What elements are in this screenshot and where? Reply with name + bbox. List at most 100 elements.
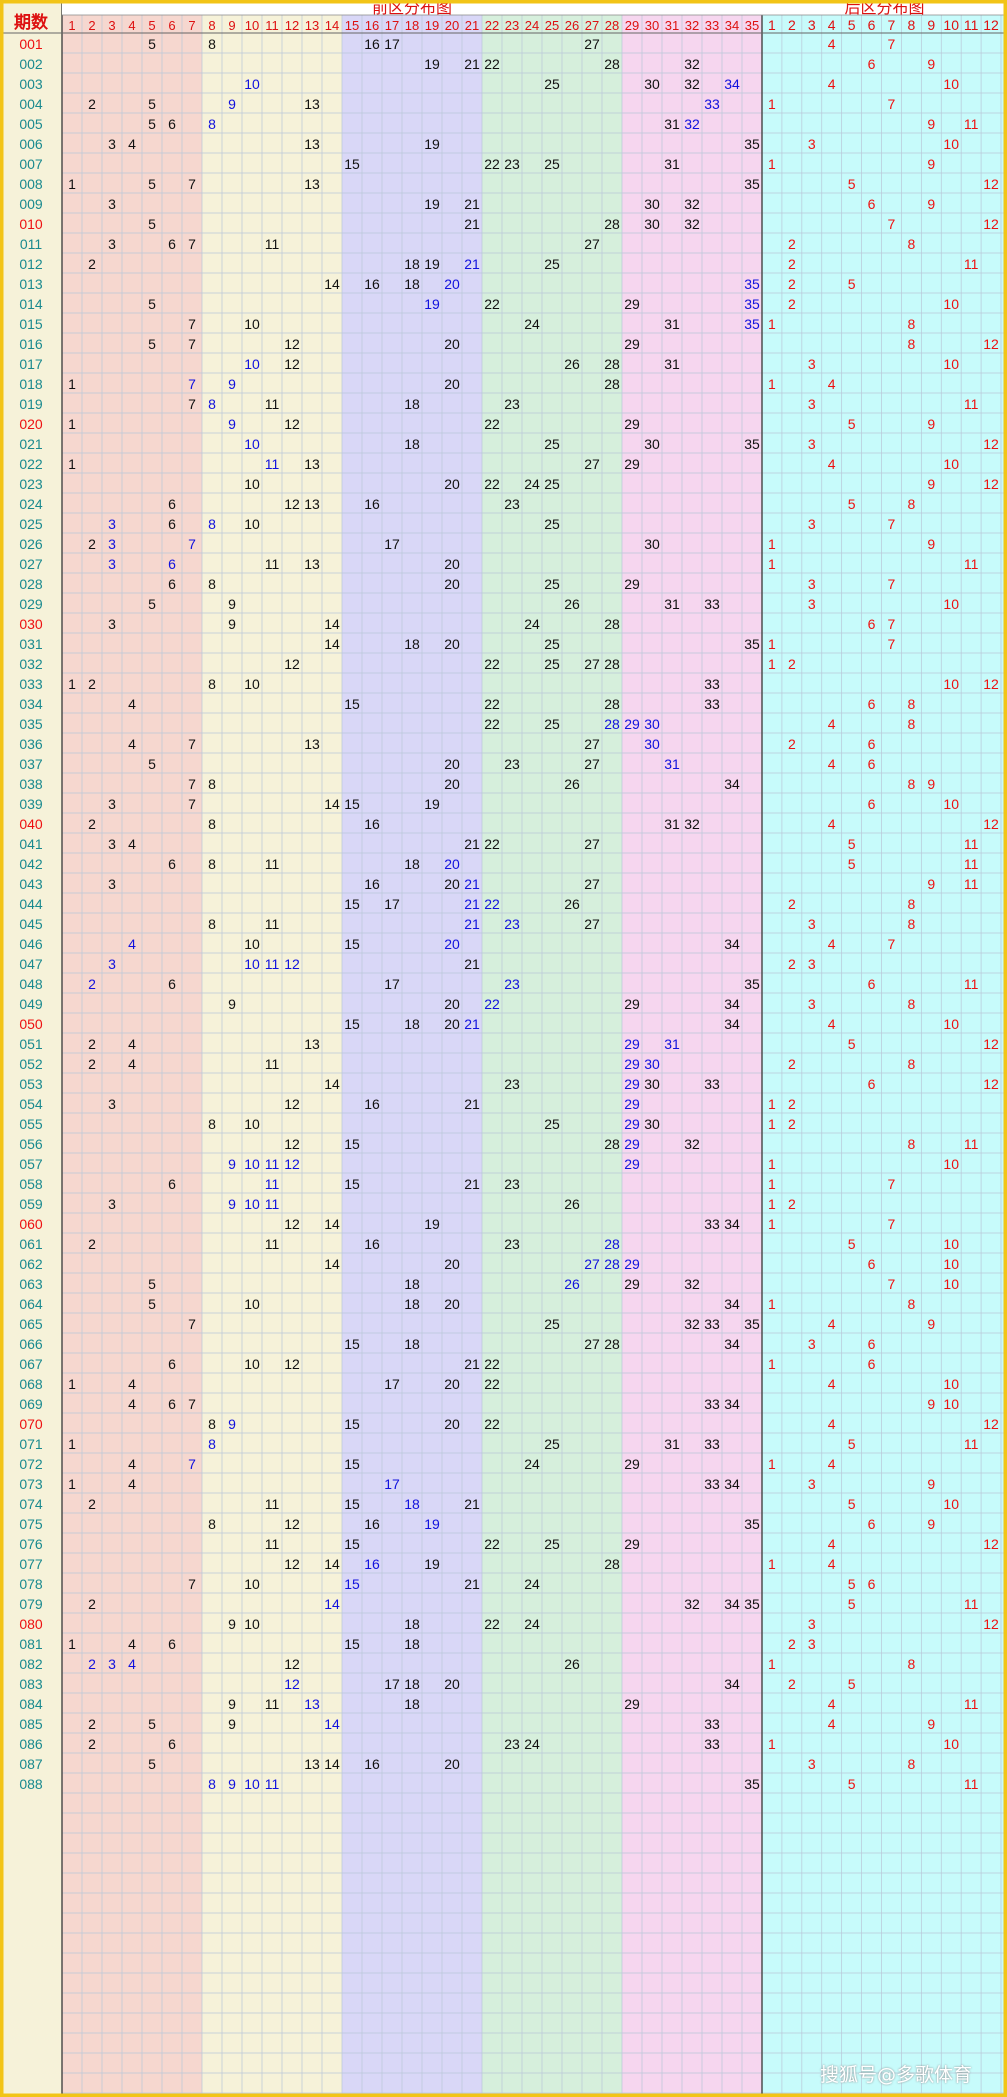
period-076: 076 (19, 1536, 43, 1552)
back-number-087-8: 8 (907, 1756, 915, 1772)
front-number-028-29: 29 (624, 576, 640, 592)
front-number-081-15: 15 (344, 1636, 360, 1652)
front-number-027-20: 20 (444, 556, 460, 572)
back-number-053-12: 12 (983, 1076, 999, 1092)
front-number-016-5: 5 (148, 336, 156, 352)
back-number-044-2: 2 (788, 896, 796, 912)
front-number-011-3: 3 (108, 236, 116, 252)
back-col-header-4: 4 (828, 17, 836, 33)
back-number-027-1: 1 (768, 556, 776, 572)
front-number-076-11: 11 (265, 1536, 280, 1552)
front-number-051-29: 29 (624, 1036, 640, 1052)
front-number-085-5: 5 (148, 1716, 156, 1732)
front-col-header-27: 27 (585, 18, 599, 33)
front-number-087-5: 5 (148, 1756, 156, 1772)
front-number-020-9: 9 (228, 416, 236, 432)
front-number-001-16: 16 (364, 36, 380, 52)
front-number-043-21: 21 (464, 876, 480, 892)
front-number-041-3: 3 (108, 836, 116, 852)
back-col-header-3: 3 (808, 17, 816, 33)
front-number-077-16: 16 (364, 1556, 380, 1572)
back-number-046-4: 4 (828, 936, 836, 952)
back-number-063-10: 10 (943, 1276, 959, 1292)
period-header: 期数 (14, 12, 49, 32)
front-number-065-7: 7 (188, 1316, 196, 1332)
front-number-048-2: 2 (88, 976, 96, 992)
back-number-049-8: 8 (907, 996, 915, 1012)
front-number-087-13: 13 (304, 1756, 320, 1772)
period-045: 045 (19, 916, 43, 932)
front-col-header-8: 8 (208, 18, 215, 33)
front-number-042-18: 18 (404, 856, 420, 872)
back-number-043-11: 11 (964, 876, 979, 892)
front-number-022-27: 27 (584, 456, 600, 472)
front-number-073-4: 4 (128, 1476, 136, 1492)
back-number-018-4: 4 (828, 376, 836, 392)
front-number-068-20: 20 (444, 1376, 460, 1392)
back-number-022-4: 4 (828, 456, 836, 472)
front-number-064-20: 20 (444, 1296, 460, 1312)
front-number-065-25: 25 (544, 1316, 560, 1332)
front-number-063-5: 5 (148, 1276, 156, 1292)
period-072: 072 (19, 1456, 43, 1472)
front-col-header-11: 11 (265, 18, 279, 33)
front-number-037-23: 23 (504, 756, 520, 772)
front-number-033-10: 10 (244, 676, 260, 692)
front-number-006-35: 35 (744, 136, 760, 152)
front-number-055-29: 29 (624, 1116, 640, 1132)
front-number-080-18: 18 (404, 1616, 420, 1632)
front-number-074-21: 21 (464, 1496, 480, 1512)
period-030: 030 (19, 616, 43, 632)
front-number-067-12: 12 (284, 1356, 300, 1372)
front-number-066-18: 18 (404, 1336, 420, 1352)
front-col-header-35: 35 (745, 18, 759, 33)
back-number-075-6: 6 (868, 1516, 876, 1532)
back-number-003-4: 4 (828, 76, 836, 92)
back-number-030-7: 7 (888, 616, 896, 632)
period-021: 021 (19, 436, 43, 452)
back-number-033-10: 10 (943, 676, 959, 692)
front-number-081-4: 4 (128, 1636, 136, 1652)
front-number-031-14: 14 (324, 636, 340, 652)
period-040: 040 (19, 816, 43, 832)
front-number-078-7: 7 (188, 1576, 196, 1592)
front-number-088-8: 8 (208, 1776, 216, 1792)
front-number-057-12: 12 (284, 1156, 300, 1172)
back-number-014-2: 2 (788, 296, 796, 312)
back-col-header-11: 11 (964, 17, 979, 33)
back-number-040-4: 4 (828, 816, 836, 832)
front-col-header-5: 5 (148, 18, 155, 33)
back-number-058-1: 1 (768, 1176, 776, 1192)
front-col-header-6: 6 (168, 18, 175, 33)
back-number-021-3: 3 (808, 436, 816, 452)
front-number-026-3: 3 (108, 536, 116, 552)
period-075: 075 (19, 1516, 43, 1532)
front-number-056-15: 15 (344, 1136, 360, 1152)
front-number-021-18: 18 (404, 436, 420, 452)
front-number-036-27: 27 (584, 736, 600, 752)
front-number-063-29: 29 (624, 1276, 640, 1292)
front-number-008-35: 35 (744, 176, 760, 192)
front-number-068-1: 1 (68, 1376, 76, 1392)
front-number-081-1: 1 (68, 1636, 76, 1652)
front-number-039-3: 3 (108, 796, 116, 812)
period-018: 018 (19, 376, 43, 392)
front-number-073-17: 17 (384, 1476, 400, 1492)
period-049: 049 (19, 996, 43, 1012)
front-number-066-28: 28 (604, 1336, 620, 1352)
period-079: 079 (19, 1596, 43, 1612)
front-number-064-34: 34 (724, 1296, 740, 1312)
front-number-001-27: 27 (584, 36, 600, 52)
back-number-022-10: 10 (943, 456, 959, 472)
front-number-028-20: 20 (444, 576, 460, 592)
front-number-036-4: 4 (128, 736, 136, 752)
front-number-035-30: 30 (644, 716, 660, 732)
back-number-078-6: 6 (868, 1576, 876, 1592)
front-number-040-16: 16 (364, 816, 380, 832)
front-number-050-20: 20 (444, 1016, 460, 1032)
back-number-080-3: 3 (808, 1616, 816, 1632)
front-number-017-12: 12 (284, 356, 300, 372)
front-number-052-11: 11 (265, 1056, 280, 1072)
back-number-011-8: 8 (907, 236, 915, 252)
back-number-080-12: 12 (983, 1616, 999, 1632)
